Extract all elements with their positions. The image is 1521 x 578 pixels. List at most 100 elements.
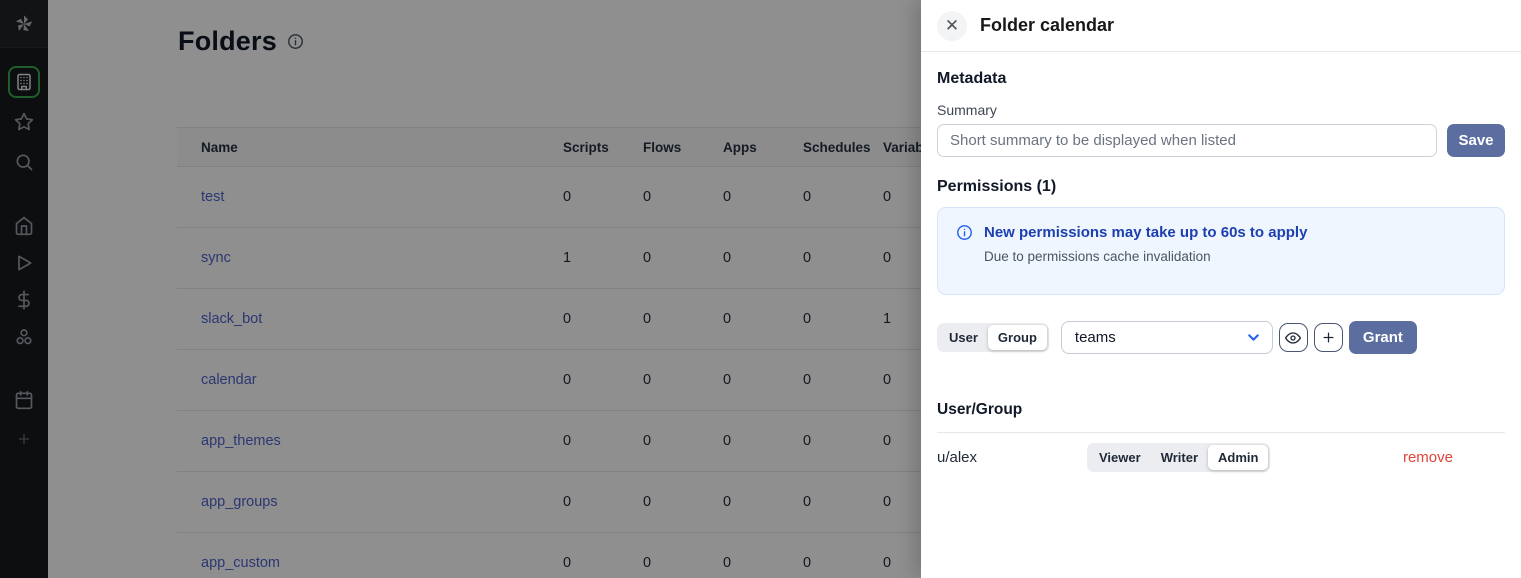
user-group-list-heading: User/Group (937, 401, 1023, 418)
cell-scripts: 0 (563, 311, 572, 327)
metadata-heading: Metadata (937, 70, 1007, 87)
drawer-title: Folder calendar (980, 15, 1115, 35)
cell-schedules: 0 (803, 189, 812, 205)
cell-apps: 0 (723, 372, 732, 388)
divider (937, 432, 1505, 433)
sidebar-item-runs[interactable] (0, 244, 48, 281)
cell-scripts: 0 (563, 555, 572, 571)
dollar-icon (14, 289, 34, 310)
permissions-heading: Permissions (1) (937, 178, 1057, 195)
folder-link[interactable]: app_themes (201, 433, 281, 449)
sidebar-item-home[interactable] (0, 207, 48, 244)
windmill-logo[interactable] (0, 0, 48, 48)
sidebar-nav (0, 48, 48, 457)
column-header-scripts: Scripts (563, 139, 609, 155)
cell-apps: 0 (723, 189, 732, 205)
plus-icon (16, 431, 32, 447)
summary-input[interactable] (937, 124, 1437, 157)
cell-flows: 0 (643, 555, 652, 571)
cell-apps: 0 (723, 555, 732, 571)
sidebar-item-search[interactable] (0, 142, 48, 182)
cell-schedules: 0 (803, 372, 812, 388)
role-option-viewer[interactable]: Viewer (1089, 445, 1151, 470)
cell-flows: 0 (643, 189, 652, 205)
cell-variables: 0 (883, 250, 892, 266)
search-icon (14, 152, 34, 172)
sidebar-item-favorites[interactable] (0, 102, 48, 142)
building-icon (8, 66, 40, 98)
grant-button[interactable]: Grant (1348, 321, 1417, 354)
info-icon[interactable] (287, 33, 304, 50)
add-group-button[interactable] (1313, 323, 1343, 352)
home-icon (14, 216, 34, 236)
column-header-schedules: Schedules (803, 139, 871, 155)
cell-variables: 0 (883, 494, 892, 510)
cell-variables: 0 (883, 433, 892, 449)
cell-flows: 0 (643, 372, 652, 388)
cell-scripts: 0 (563, 494, 572, 510)
chevron-down-icon (1245, 329, 1262, 346)
role-option-admin[interactable]: Admin (1208, 445, 1269, 470)
sidebar-item-schedules[interactable] (0, 380, 48, 420)
sidebar (0, 0, 48, 578)
cell-variables: 0 (883, 372, 892, 388)
table-row: app_groups 0 0 0 0 0 (177, 472, 1187, 533)
cell-apps: 0 (723, 311, 732, 327)
toggle-option-user[interactable]: User (939, 325, 988, 350)
folder-link[interactable]: app_groups (201, 494, 278, 510)
folder-link[interactable]: slack_bot (201, 311, 263, 327)
group-select[interactable]: teams (1060, 321, 1273, 354)
permission-entry-name: u/alex (937, 449, 978, 466)
cell-apps: 0 (723, 250, 732, 266)
cell-flows: 0 (643, 311, 652, 327)
permission-entry: u/alex Viewer Writer Admin remove (937, 433, 1505, 482)
remove-permission-link[interactable]: remove (1402, 449, 1453, 466)
folder-drawer: ✕ Folder calendar Metadata Summary Save … (921, 0, 1521, 578)
calendar-icon (14, 390, 34, 410)
cell-schedules: 0 (803, 555, 812, 571)
eye-icon (1285, 330, 1302, 346)
drawer-header: ✕ Folder calendar (921, 0, 1521, 52)
cell-schedules: 0 (803, 494, 812, 510)
preview-permissions-button[interactable] (1278, 323, 1308, 352)
group-select-value: teams (1074, 329, 1116, 346)
close-icon[interactable]: ✕ (937, 10, 967, 41)
cell-scripts: 0 (563, 433, 572, 449)
permissions-banner: New permissions may take up to 60s to ap… (937, 207, 1505, 295)
sidebar-item-variables[interactable] (0, 281, 48, 318)
folder-link[interactable]: app_custom (201, 555, 280, 571)
sidebar-item-folders[interactable] (0, 62, 48, 102)
banner-title: New permissions may take up to 60s to ap… (984, 224, 1308, 241)
star-icon (14, 112, 34, 132)
page-title: Folders (178, 26, 277, 56)
toggle-option-group[interactable]: Group (987, 325, 1047, 350)
folder-link[interactable]: test (201, 189, 225, 205)
user-group-toggle: User Group (937, 323, 1049, 352)
table-row: test 0 0 0 0 0 (177, 167, 1187, 228)
folder-link[interactable]: calendar (201, 372, 257, 388)
table-row: app_custom 0 0 0 0 0 (177, 533, 1187, 578)
cell-scripts: 1 (563, 250, 572, 266)
info-circle-icon (956, 224, 973, 241)
sidebar-item-more[interactable] (0, 420, 48, 457)
circles-icon (14, 327, 34, 347)
cell-variables: 0 (883, 189, 892, 205)
drawer-body: Metadata Summary Save Permissions (1) Ne… (921, 70, 1521, 482)
cell-flows: 0 (643, 494, 652, 510)
table-row: sync 1 0 0 0 0 (177, 228, 1187, 289)
sidebar-item-resources[interactable] (0, 318, 48, 355)
folder-link[interactable]: sync (201, 250, 231, 266)
table-row: app_themes 0 0 0 0 0 (177, 411, 1187, 472)
cell-schedules: 0 (803, 433, 812, 449)
drawer-overlay[interactable] (0, 0, 921, 578)
cell-variables: 0 (883, 555, 892, 571)
column-header-flows: Flows (643, 139, 682, 155)
save-button[interactable]: Save (1447, 124, 1505, 157)
role-option-writer[interactable]: Writer (1151, 445, 1208, 470)
cell-schedules: 0 (803, 311, 812, 327)
banner-subtitle: Due to permissions cache invalidation (984, 249, 1211, 264)
cell-schedules: 0 (803, 250, 812, 266)
grant-controls: User Group teams (937, 321, 1505, 354)
play-icon (14, 253, 34, 273)
